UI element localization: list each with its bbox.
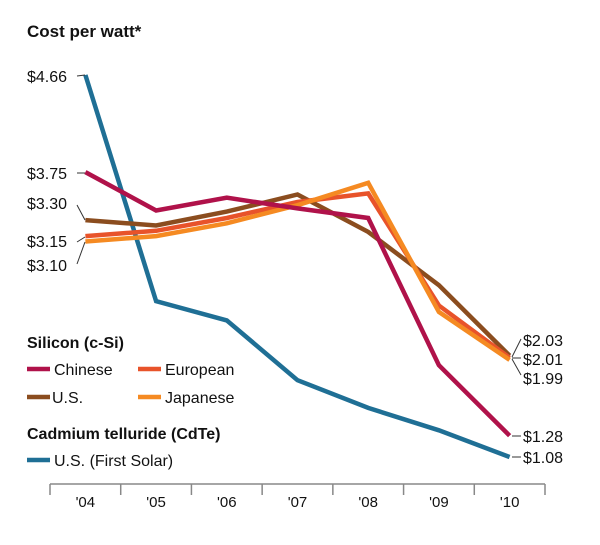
series-layer [83, 74, 512, 460]
chart-title: Cost per watt* [27, 22, 142, 41]
leader-us [76, 204, 86, 221]
end-label-us: $2.03 [523, 333, 563, 350]
end-leader-japanese [511, 358, 522, 376]
series-line-u-s-first-solar [83, 74, 511, 460]
x-tick-labels: '04 '05 '06 '07 '08 '09 '10 [76, 494, 520, 511]
start-label-us: $3.30 [27, 196, 67, 213]
end-leaders [511, 338, 522, 458]
start-label-chinese: $3.75 [27, 166, 67, 183]
start-value-labels: $4.66 $3.75 $3.30 $3.15 $3.10 [27, 69, 67, 275]
leader-us-first-solar [76, 74, 86, 77]
series-line-u-s [85, 192, 512, 358]
x-tick-label: '10 [500, 494, 520, 511]
end-label-japanese: $1.99 [523, 371, 563, 388]
end-label-chinese: $1.28 [523, 429, 563, 446]
x-tick-label: '06 [217, 494, 237, 511]
legend-label-chinese: Chinese [54, 362, 113, 379]
x-tick-label: '07 [288, 494, 308, 511]
series-line-european [85, 190, 511, 360]
x-tick-label: '04 [76, 494, 96, 511]
x-axis: '04 '05 '06 '07 '08 '09 '10 [49, 483, 546, 511]
series-line-chinese [84, 170, 512, 438]
x-tick-label: '08 [358, 494, 378, 511]
start-leaders [76, 74, 86, 265]
end-value-labels: $2.03 $2.01 $1.99 $1.28 $1.08 [523, 333, 563, 467]
legend-label-european: European [165, 362, 234, 379]
start-label-japanese: $3.10 [27, 258, 67, 275]
legend-label-us: U.S. [52, 390, 83, 407]
start-label-european: $3.15 [27, 234, 67, 251]
end-leader-us [511, 338, 522, 358]
leader-european [76, 236, 86, 243]
end-label-us-first-solar: $1.08 [523, 450, 563, 467]
legend-heading-silicon: Silicon (c-Si) [27, 335, 124, 352]
legend-label-japanese: Japanese [165, 390, 234, 407]
legend: Silicon (c-Si) Chinese European U.S. Jap… [27, 335, 234, 470]
leader-japanese [76, 241, 86, 265]
legend-heading-cdte: Cadmium telluride (CdTe) [27, 426, 221, 443]
x-ticks [49, 484, 546, 495]
x-tick-label: '09 [429, 494, 449, 511]
x-tick-label: '05 [146, 494, 166, 511]
end-label-european: $2.01 [523, 352, 563, 369]
legend-label-us-first-solar: U.S. (First Solar) [54, 453, 173, 470]
series-line-japanese [85, 180, 511, 362]
start-label-us-first-solar: $4.66 [27, 69, 67, 86]
